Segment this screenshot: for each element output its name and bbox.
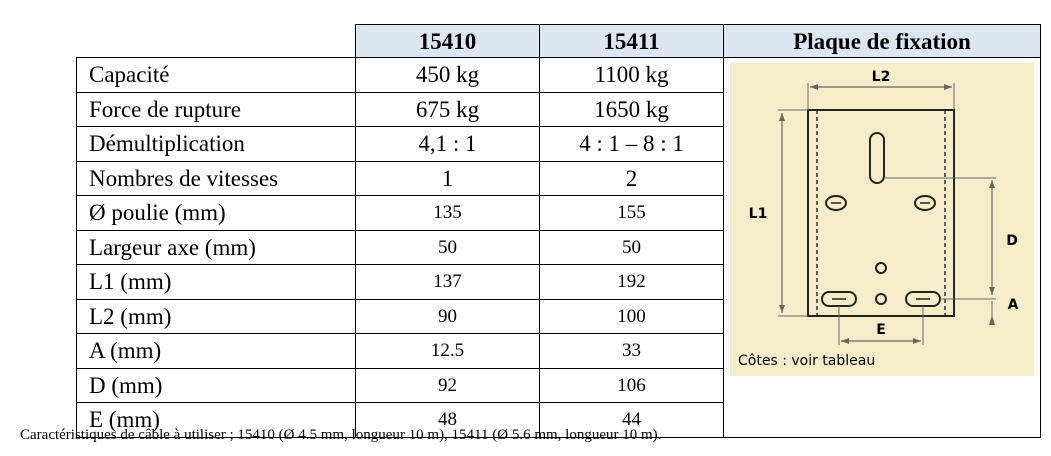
table-row: A (mm) 12.5 33 [76, 333, 1041, 369]
cell-15411: 1650 kg [539, 91, 724, 127]
cell-15411: 100 [539, 298, 724, 334]
cell-15410: 48 [355, 402, 540, 438]
row-label: Capacité [76, 57, 356, 93]
row-label: L1 (mm) [76, 264, 356, 300]
label-d: D [1006, 233, 1018, 249]
cell-15410: 90 [355, 298, 540, 334]
cell-15411: 2 [539, 160, 724, 196]
table-row: Nombres de vitesses 1 2 [76, 160, 1041, 196]
plate-diagram: L2 L1 [730, 63, 1034, 376]
row-label: D (mm) [76, 367, 356, 403]
header-blank-cell [76, 24, 356, 58]
spec-table: 15410 15411 Plaque de fixation Capacité … [76, 24, 1041, 438]
plate-caption: Côtes : voir tableau [738, 353, 875, 369]
cell-15410: 4,1 : 1 [355, 126, 540, 162]
header-15410: 15410 [355, 24, 540, 58]
cell-15410: 12.5 [355, 333, 540, 369]
label-e: E [876, 322, 886, 338]
cell-15411: 192 [539, 264, 724, 300]
table-row: L2 (mm) 90 100 [76, 298, 1041, 334]
cell-15410: 450 kg [355, 57, 540, 93]
table-row: E (mm) 48 44 [76, 402, 1041, 438]
label-l1: L1 [749, 206, 768, 222]
cell-15411: 1100 kg [539, 57, 724, 93]
row-label: Ø poulie (mm) [76, 195, 356, 231]
cell-15410: 50 [355, 229, 540, 265]
row-label: L2 (mm) [76, 298, 356, 334]
table-row: D (mm) 92 106 [76, 367, 1041, 403]
plate-outline [807, 109, 955, 317]
plate-cell: L2 L1 [723, 57, 1041, 438]
plate-background [730, 63, 1034, 376]
header-plaque-de-fixation: Plaque de fixation [723, 24, 1041, 58]
cell-15410: 137 [355, 264, 540, 300]
header-15411: 15411 [539, 24, 724, 58]
row-label: Nombres de vitesses [76, 160, 356, 196]
label-l2: L2 [872, 69, 891, 85]
cell-15410: 1 [355, 160, 540, 196]
footnote: Caractéristiques de câble à utiliser ; 1… [20, 427, 662, 443]
plate-drawing: L2 L1 [724, 58, 1040, 426]
table-row: Force de rupture 675 kg 1650 kg [76, 91, 1041, 127]
row-label: E (mm) [76, 402, 356, 438]
cell-15411: 33 [539, 333, 724, 369]
cell-15411: 44 [539, 402, 724, 438]
cell-15410: 135 [355, 195, 540, 231]
table-row: Capacité 450 kg 1100 kg [76, 57, 1041, 438]
row-label: Force de rupture [76, 91, 356, 127]
header-row: 15410 15411 Plaque de fixation [76, 24, 1041, 58]
cell-15411: 106 [539, 367, 724, 403]
row-label: Démultiplication [76, 126, 356, 162]
cell-15411: 4 : 1 – 8 : 1 [539, 126, 724, 162]
table-row: L1 (mm) 137 192 [76, 264, 1041, 300]
row-label: A (mm) [76, 333, 356, 369]
cell-15411: 155 [539, 195, 724, 231]
cell-15411: 50 [539, 229, 724, 265]
cell-15410: 675 kg [355, 91, 540, 127]
table-row: Démultiplication 4,1 : 1 4 : 1 – 8 : 1 [76, 126, 1041, 162]
label-a: A [1008, 297, 1019, 313]
table-row: Ø poulie (mm) 135 155 [76, 195, 1041, 231]
row-label: Largeur axe (mm) [76, 229, 356, 265]
table-row: Largeur axe (mm) 50 50 [76, 229, 1041, 265]
cell-15410: 92 [355, 367, 540, 403]
